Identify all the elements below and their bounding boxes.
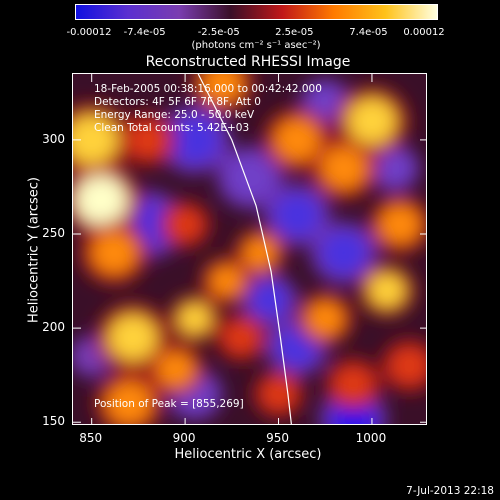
- x-axis-label: Heliocentric X (arcsec): [174, 447, 322, 462]
- x-tick-label: 950: [266, 431, 289, 445]
- x-tick-label: 850: [79, 431, 103, 445]
- hot-spot: [390, 348, 426, 384]
- x-tick-label: 900: [172, 431, 196, 445]
- colorbar: [75, 4, 438, 20]
- cold-spot: [321, 231, 367, 275]
- x-tick-label: 1000: [355, 431, 387, 445]
- hot-spot: [73, 115, 118, 165]
- hot-spot: [261, 378, 296, 410]
- y-axis-label: Heliocentric Y (arcsec): [26, 177, 42, 323]
- hot-spot: [274, 118, 320, 162]
- hot-spot: [108, 314, 158, 361]
- y-tick-label: 300: [42, 131, 65, 146]
- timestamp: 7-Jul-2013 22:18: [406, 485, 494, 497]
- hot-spot: [306, 300, 344, 337]
- annotation-detectors: Detectors: 4F 5F 6F 7F 8F, Att 0: [94, 96, 261, 108]
- colorbar-tick-label: -0.00012: [66, 27, 112, 38]
- hot-spot: [91, 231, 137, 275]
- hot-spot: [168, 208, 202, 241]
- plot-area: [72, 73, 427, 425]
- annotation-peak-position: Position of Peak = [855,269]: [94, 398, 244, 410]
- hot-spot: [177, 302, 212, 335]
- chart-title: Reconstructed RHESSI Image: [145, 54, 351, 70]
- hot-spot: [209, 265, 244, 298]
- heatmap: [73, 74, 426, 424]
- annotation-clean-counts: Clean Total counts: 5.42E+03: [94, 122, 250, 134]
- y-tick-label: 250: [42, 226, 65, 240]
- annotation-energy-range: Energy Range: 25.0 - 50.0 keV: [94, 109, 255, 121]
- hot-spot: [74, 175, 128, 225]
- cold-spot: [308, 86, 343, 119]
- colorbar-tick-label: -2.5e-05: [197, 27, 240, 38]
- cold-spot: [377, 152, 412, 185]
- y-tick-label: 200: [42, 320, 65, 335]
- colorbar-tick-label: -7.4e-05: [123, 27, 166, 38]
- cold-spot: [170, 116, 219, 163]
- hot-spot: [379, 205, 421, 245]
- hot-spot: [224, 321, 258, 354]
- colorbar-tick-label: 0.00012: [403, 27, 445, 38]
- cold-spot: [274, 193, 320, 237]
- hot-spot: [334, 366, 372, 403]
- hot-spot: [321, 146, 367, 190]
- hot-spot: [157, 351, 195, 388]
- hot-spot: [347, 97, 397, 145]
- hot-spot: [368, 272, 406, 309]
- colorbar-units: (photons cm⁻² s⁻¹ asec⁻²): [191, 40, 321, 51]
- cold-spot: [250, 282, 288, 318]
- y-tick-label: 150: [42, 414, 65, 429]
- hot-spot: [106, 382, 152, 424]
- annotation-time-range: 18-Feb-2005 00:38:16.000 to 00:42:42.000: [94, 83, 322, 95]
- solar-limb-curve: [197, 74, 292, 424]
- hot-spot: [201, 74, 244, 103]
- hot-spot: [129, 122, 167, 158]
- hot-spot: [243, 236, 277, 269]
- cold-spot: [228, 156, 273, 199]
- colorbar-tick-label: 2.5e-05: [275, 27, 314, 38]
- colorbar-tick-label: 7.4e-05: [349, 27, 388, 38]
